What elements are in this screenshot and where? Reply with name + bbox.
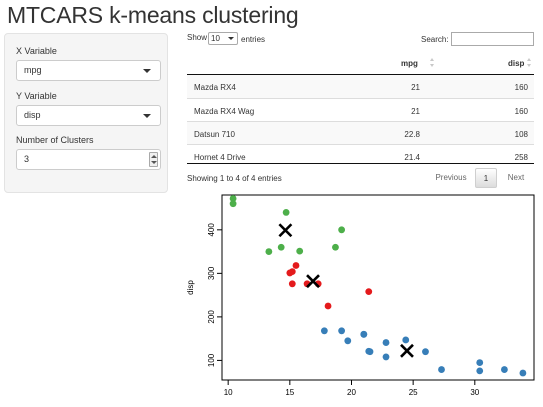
data-point [519, 369, 527, 377]
row-name-cell: Mazda RX4 Wag [194, 107, 255, 116]
y-variable-label: Y Variable [16, 91, 57, 101]
data-point [422, 348, 429, 356]
y-tick-label: 100 [207, 353, 216, 367]
data-point [282, 209, 290, 216]
x-tick-label: 20 [347, 388, 356, 397]
data-point [320, 327, 328, 335]
data-point [338, 226, 346, 234]
column-header-disp[interactable]: disp [508, 59, 525, 68]
sidebar-panel: X Variable mpg Y Variable disp Number of… [4, 33, 168, 193]
table-bottom-border [187, 163, 534, 164]
x-variable-select[interactable]: mpg [16, 60, 161, 81]
row-mpg-cell: 21.4 [404, 153, 420, 162]
x-tick-label: 25 [409, 388, 418, 397]
data-point [365, 347, 373, 355]
data-point [382, 353, 390, 361]
pagination-previous[interactable]: Previous [435, 173, 467, 182]
spin-down-icon[interactable] [151, 161, 157, 164]
cluster-center-marker [306, 274, 320, 289]
data-point [286, 269, 294, 277]
entries-length-select[interactable]: 10 [208, 32, 238, 45]
table-row[interactable]: Mazda RX4 21 160 [187, 75, 534, 98]
entries-label: entries [241, 35, 266, 44]
y-tick-label: 300 [207, 266, 216, 280]
page-title: MTCARS k-means clustering [7, 2, 299, 28]
x-tick-label: 10 [224, 388, 233, 397]
search-input[interactable] [451, 32, 534, 46]
row-disp-cell: 258 [514, 153, 528, 162]
sort-icon[interactable] [430, 58, 435, 67]
chevron-down-icon [143, 69, 151, 73]
data-point [476, 359, 484, 366]
y-tick-label: 200 [207, 310, 216, 324]
data-point [501, 366, 508, 373]
x-variable-value: mpg [24, 65, 42, 75]
table-row[interactable]: Datsun 710 22.8 108 [187, 121, 534, 144]
data-point [438, 366, 445, 373]
clusters-value: 3 [24, 154, 30, 164]
entries-length-value: 10 [211, 34, 220, 43]
data-point [265, 248, 273, 255]
search-label: Search: [421, 35, 449, 44]
data-point [402, 336, 410, 344]
table-header: mpg disp [187, 51, 534, 75]
y-axis-label: disp [187, 280, 195, 295]
plot-frame [221, 194, 535, 381]
row-name-cell: Hornet 4 Drive [194, 153, 246, 162]
row-mpg-cell: 21 [411, 107, 420, 116]
x-tick-label: 15 [285, 388, 294, 397]
sort-icon[interactable] [527, 58, 532, 67]
table-row[interactable]: Mazda RX4 Wag 21 160 [187, 98, 534, 121]
data-point [365, 288, 373, 296]
pagination-next[interactable]: Next [507, 173, 525, 182]
row-disp-cell: 108 [514, 130, 528, 139]
data-point [344, 337, 352, 345]
data-point [292, 262, 300, 269]
y-tick-label: 400 [207, 223, 216, 237]
data-point [338, 327, 346, 335]
chevron-down-icon [143, 114, 151, 118]
x-variable-label: X Variable [16, 46, 57, 56]
clusters-stepper[interactable] [149, 152, 158, 167]
row-disp-cell: 160 [514, 83, 528, 92]
data-point [277, 243, 285, 251]
cluster-center-marker [400, 343, 414, 358]
column-header-mpg[interactable]: mpg [401, 59, 418, 68]
row-mpg-cell: 22.8 [404, 130, 420, 139]
cluster-scatter-plot: 10 15 20 25 30 100 200 300 400 disp [187, 194, 535, 397]
data-table: mpg disp Mazda RX4 21 160 Mazda RX4 Wag … [187, 51, 534, 167]
data-point [229, 195, 237, 202]
x-tick-label: 30 [470, 388, 479, 397]
spin-up-icon[interactable] [151, 155, 157, 158]
pagination-page-current[interactable]: 1 [475, 168, 497, 188]
data-point [324, 302, 332, 310]
data-point [360, 330, 368, 338]
y-variable-value: disp [24, 110, 41, 120]
row-mpg-cell: 21 [411, 83, 420, 92]
data-point [332, 243, 339, 251]
data-point [288, 280, 296, 288]
data-point [382, 339, 390, 346]
row-name-cell: Mazda RX4 [194, 83, 236, 92]
cluster-center-marker [278, 223, 293, 238]
y-variable-select[interactable]: disp [16, 105, 161, 126]
data-point [229, 200, 237, 208]
row-disp-cell: 160 [514, 107, 528, 116]
row-name-cell: Datsun 710 [194, 130, 235, 139]
data-point [296, 247, 304, 255]
clusters-input[interactable]: 3 [16, 149, 161, 170]
clusters-label: Number of Clusters [16, 135, 94, 145]
chevron-down-icon [228, 37, 234, 40]
data-point [476, 367, 484, 375]
table-row[interactable]: Hornet 4 Drive 21.4 258 [187, 144, 534, 167]
table-info: Showing 1 to 4 of 4 entries [187, 174, 282, 183]
show-label: Show [187, 33, 208, 42]
